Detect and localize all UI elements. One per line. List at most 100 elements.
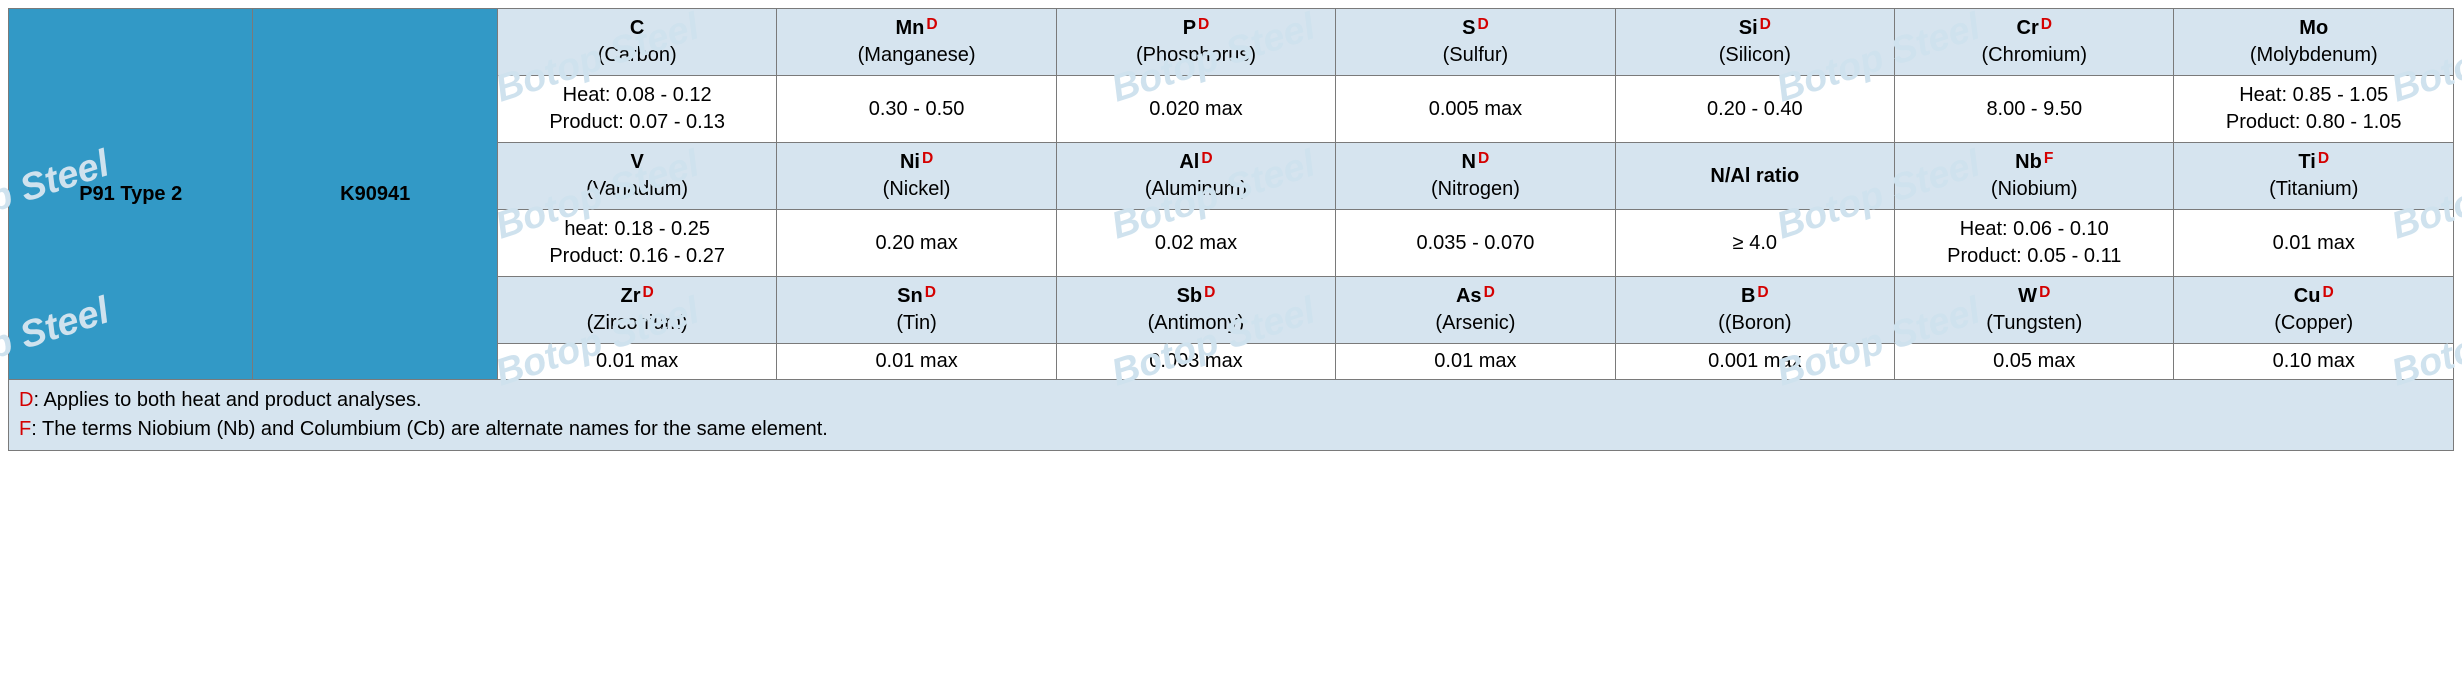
element-name: (Tin) <box>781 310 1051 337</box>
value-cell: Heat: 0.06 - 0.10Product: 0.05 - 0.11 <box>1895 210 2174 277</box>
value-cell: 0.05 max <box>1895 344 2174 380</box>
element-symbol: Sn <box>897 285 923 307</box>
element-header: SnD (Tin) <box>777 277 1056 344</box>
footnote-line: F: The terms Niobium (Nb) and Columbium … <box>19 415 2443 444</box>
element-footnote-sup: D <box>925 284 936 301</box>
value-cell: 0.01 max <box>777 344 1056 380</box>
footnote-text: : The terms Niobium (Nb) and Columbium (… <box>31 418 828 440</box>
element-name: (Copper) <box>2178 310 2449 337</box>
element-header: N/Al ratio <box>1615 143 1894 210</box>
element-name: (Aluminum) <box>1061 176 1331 203</box>
element-symbol: V <box>630 151 643 173</box>
element-name: ((Boron) <box>1620 310 1890 337</box>
value-cell: 8.00 - 9.50 <box>1895 76 2174 143</box>
value-line: 0.10 max <box>2178 350 2449 373</box>
value-cell: 0.035 - 0.070 <box>1336 210 1615 277</box>
value-line: heat: 0.18 - 0.25 <box>502 216 772 243</box>
element-name: (Sulfur) <box>1340 42 1610 69</box>
element-footnote-sup: D <box>1477 16 1488 33</box>
element-footnote-sup: D <box>1760 16 1771 33</box>
value-cell: 0.003 max <box>1056 344 1335 380</box>
value-line: 0.01 max <box>2178 232 2449 255</box>
value-cell: 0.01 max <box>2174 210 2454 277</box>
element-footnote-sup: D <box>2041 16 2052 33</box>
element-header: AlD (Aluminum) <box>1056 143 1335 210</box>
value-line: 0.30 - 0.50 <box>781 98 1051 121</box>
footnote-line: D: Applies to both heat and product anal… <box>19 386 2443 415</box>
element-symbol: C <box>630 17 644 39</box>
value-cell: 0.020 max <box>1056 76 1335 143</box>
value-line: 0.005 max <box>1340 98 1610 121</box>
value-line: Heat: 0.06 - 0.10 <box>1899 216 2169 243</box>
element-symbol: N/Al ratio <box>1710 165 1799 187</box>
value-cell: ≥ 4.0 <box>1615 210 1894 277</box>
element-symbol: As <box>1456 285 1482 307</box>
element-footnote-sup: D <box>2039 284 2050 301</box>
element-name: (Zirconium) <box>502 310 772 337</box>
element-footnote-sup: D <box>1198 16 1209 33</box>
element-header: C (Carbon) <box>497 9 776 76</box>
element-symbol: Cr <box>2017 17 2039 39</box>
value-line: Product: 0.05 - 0.11 <box>1899 243 2169 270</box>
element-symbol: N <box>1462 151 1476 173</box>
footnote-key: F <box>19 418 31 440</box>
value-cell: 0.001 max <box>1615 344 1894 380</box>
value-cell: Heat: 0.08 - 0.12Product: 0.07 - 0.13 <box>497 76 776 143</box>
element-footnote-sup: D <box>1478 150 1489 167</box>
element-symbol: P <box>1183 17 1196 39</box>
element-header: NiD (Nickel) <box>777 143 1056 210</box>
value-cell: heat: 0.18 - 0.25Product: 0.16 - 0.27 <box>497 210 776 277</box>
element-footnote-sup: D <box>2318 150 2329 167</box>
value-cell: 0.20 max <box>777 210 1056 277</box>
element-symbol: Cu <box>2294 285 2321 307</box>
footnote-text: : Applies to both heat and product analy… <box>33 389 421 411</box>
element-name: (Nickel) <box>781 176 1051 203</box>
value-line: 0.20 - 0.40 <box>1620 98 1890 121</box>
element-footnote-sup: D <box>1484 284 1495 301</box>
element-footnote-sup: F <box>2044 150 2054 167</box>
value-cell: 0.01 max <box>497 344 776 380</box>
element-footnote-sup: D <box>2322 284 2333 301</box>
footnotes-cell: D: Applies to both heat and product anal… <box>9 380 2454 451</box>
element-header: NbF(Niobium) <box>1895 143 2174 210</box>
element-footnote-sup: D <box>643 284 654 301</box>
element-symbol: Al <box>1179 151 1199 173</box>
value-cell: 0.01 max <box>1336 344 1615 380</box>
uns-cell: K90941 <box>253 9 497 380</box>
element-name: (Tungsten) <box>1899 310 2169 337</box>
element-symbol: Nb <box>2015 151 2042 173</box>
element-name: (Antimony) <box>1061 310 1331 337</box>
value-line: Product: 0.07 - 0.13 <box>502 109 772 136</box>
element-symbol: Mo <box>2299 17 2328 39</box>
value-line: 0.003 max <box>1061 350 1331 373</box>
element-symbol: Ti <box>2298 151 2315 173</box>
element-symbol: Sb <box>1177 285 1203 307</box>
element-header: Mo(Molybdenum) <box>2174 9 2454 76</box>
value-cell: 0.005 max <box>1336 76 1615 143</box>
element-header: V (Vanadium) <box>497 143 776 210</box>
element-footnote-sup: D <box>1201 150 1212 167</box>
element-symbol: Ni <box>900 151 920 173</box>
element-name: (Phosphorus) <box>1061 42 1331 69</box>
element-header: CuD (Copper) <box>2174 277 2454 344</box>
value-cell: 0.30 - 0.50 <box>777 76 1056 143</box>
element-symbol: Zr <box>621 285 641 307</box>
element-header: BD((Boron) <box>1615 277 1894 344</box>
value-line: 0.20 max <box>781 232 1051 255</box>
element-symbol: W <box>2018 285 2037 307</box>
element-symbol: S <box>1462 17 1475 39</box>
value-cell: 0.02 max <box>1056 210 1335 277</box>
element-header: PD (Phosphorus) <box>1056 9 1335 76</box>
value-line: 0.01 max <box>781 350 1051 373</box>
element-name: (Vanadium) <box>502 176 772 203</box>
element-name: (Carbon) <box>502 42 772 69</box>
value-line: 0.01 max <box>502 350 772 373</box>
grade-cell: P91 Type 2 <box>9 9 253 380</box>
value-line: Heat: 0.08 - 0.12 <box>502 82 772 109</box>
element-header: CrD(Chromium) <box>1895 9 2174 76</box>
element-name: (Arsenic) <box>1340 310 1610 337</box>
element-footnote-sup: D <box>922 150 933 167</box>
value-cell: Heat: 0.85 - 1.05Product: 0.80 - 1.05 <box>2174 76 2454 143</box>
element-name: (Nitrogen) <box>1340 176 1610 203</box>
element-header: SiD(Silicon) <box>1615 9 1894 76</box>
